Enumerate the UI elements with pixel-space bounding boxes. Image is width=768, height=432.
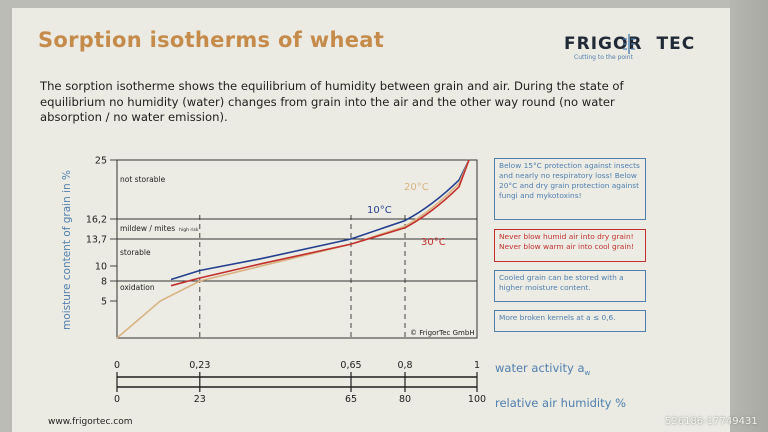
logo-left-text: FRIGOR bbox=[564, 34, 643, 54]
logo-right-text: TEC bbox=[656, 34, 696, 54]
y-tick-label: 8 bbox=[101, 277, 107, 288]
water-activity-axis-tick-label: 0,65 bbox=[340, 360, 361, 371]
humidity-axis-tick-label: 0 bbox=[114, 394, 120, 405]
website-link: www.frigortec.com bbox=[48, 417, 133, 427]
water-activity-axis-tick-label: 0,23 bbox=[189, 360, 210, 371]
humidity-axis-tick-label: 23 bbox=[194, 394, 206, 405]
zone-label: mildew / mites high risk bbox=[120, 224, 199, 233]
copyright-label: © FrigorTec GmbH bbox=[410, 329, 475, 337]
series-label: 30°C bbox=[421, 237, 446, 248]
y-tick-label: 25 bbox=[95, 156, 107, 167]
humidity-axis-tick-label: 65 bbox=[345, 394, 357, 405]
intro-paragraph: The sorption isotherme shows the equilib… bbox=[40, 79, 624, 124]
y-tick-label: 5 bbox=[101, 297, 107, 308]
water-activity-axis-label: water activity aw bbox=[495, 361, 591, 377]
zone-label: oxidation bbox=[120, 283, 155, 292]
note-box: Cooled grain can be stored with a higher… bbox=[494, 270, 646, 302]
zone-sublabel: high risk bbox=[179, 227, 199, 233]
water-activity-axis-tick-label: 1 bbox=[474, 360, 480, 371]
y-tick-label: 13,7 bbox=[86, 235, 107, 246]
zone-label: not storable bbox=[120, 175, 166, 184]
water-activity-axis-label-subscript: w bbox=[585, 369, 591, 377]
humidity-axis-label: relative air humidity % bbox=[495, 396, 626, 410]
note-box: More broken kernels at a ≤ 0,6. bbox=[494, 310, 646, 332]
plot-frame bbox=[116, 159, 478, 339]
series-line bbox=[170, 159, 470, 281]
page-title: Sorption isotherms of wheat bbox=[38, 28, 385, 52]
water-activity-axis-tick-label: 0,8 bbox=[397, 360, 412, 371]
wall-edge bbox=[730, 0, 768, 432]
humidity-axis-tick-label: 100 bbox=[468, 394, 486, 405]
y-tick-label: 16,2 bbox=[86, 215, 107, 226]
y-tick-label: 10 bbox=[95, 262, 107, 273]
humidity-axis-tick-label: 80 bbox=[399, 394, 411, 405]
series-label: 10°C bbox=[367, 205, 392, 216]
logo-mark-icon bbox=[623, 34, 635, 54]
note-box: Never blow humid air into dry grain! Nev… bbox=[494, 229, 646, 262]
water-activity-axis-tick-label: 0 bbox=[114, 360, 120, 371]
logo-tagline: Cutting to the point bbox=[574, 54, 633, 61]
watermark: 526186-17749431 bbox=[665, 416, 758, 427]
series-line bbox=[170, 159, 470, 287]
series-label: 20°C bbox=[404, 182, 429, 193]
note-box: Below 15°C protection against insects an… bbox=[494, 158, 646, 220]
series-line bbox=[116, 159, 470, 339]
y-axis-label: moisture content of grain in % bbox=[61, 170, 73, 330]
zone-label: storable bbox=[120, 248, 151, 257]
